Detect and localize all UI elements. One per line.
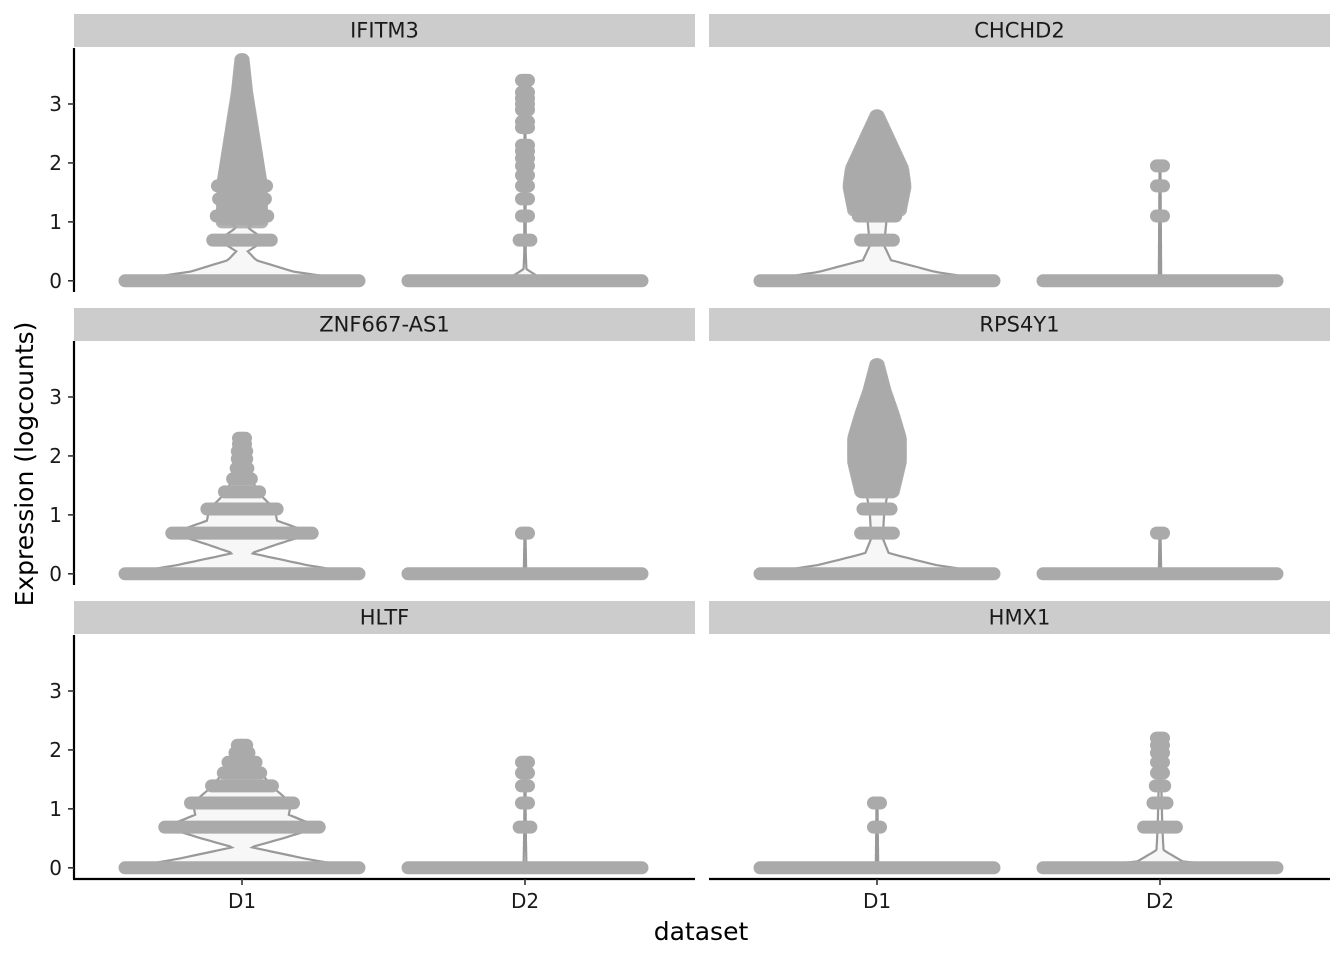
facet-strip: [709, 308, 1330, 341]
data-point: [235, 53, 249, 67]
facet-strip: [74, 601, 695, 634]
violin-d2: [401, 73, 649, 288]
x-axis-title: dataset: [654, 917, 749, 946]
panel-chchd2: CHCHD2: [709, 14, 1330, 288]
y-tick-label: 0: [49, 856, 62, 880]
data-point: [870, 796, 884, 810]
y-tick-label: 0: [49, 269, 62, 293]
panel-hmx1: HMX1 D1 D2: [709, 601, 1330, 913]
x-tick-label: D1: [863, 889, 891, 913]
violin-d1: [118, 738, 366, 875]
facet-strip: [74, 308, 695, 341]
violin-d2: [1036, 526, 1284, 581]
data-point: [518, 526, 532, 540]
y-tick-label: 3: [49, 679, 62, 703]
facet-strip: [709, 14, 1330, 47]
data-point: [870, 109, 884, 123]
data-point: [1153, 731, 1167, 745]
facet-strip-label: HMX1: [989, 606, 1051, 630]
data-point: [870, 358, 884, 372]
y-tick-label: 2: [49, 738, 62, 762]
violin-d1: [753, 796, 1001, 875]
violin-d2: [1036, 731, 1284, 875]
y-tick-label: 1: [49, 797, 62, 821]
facet-strip: [709, 601, 1330, 634]
facet-strip-label: IFITM3: [350, 19, 419, 43]
data-point: [518, 73, 532, 87]
data-point: [1153, 159, 1167, 173]
panel-ifitm3: IFITM3 0 1 2 3: [49, 14, 695, 293]
data-point: [518, 755, 532, 769]
violin-d2: [401, 526, 649, 581]
violin-d1: [753, 109, 1001, 288]
data-point: [235, 738, 249, 752]
y-tick-label: 0: [49, 562, 62, 586]
facet-strip-label: CHCHD2: [974, 19, 1064, 43]
y-tick-label: 3: [49, 385, 62, 409]
data-point: [1153, 526, 1167, 540]
y-tick-label: 2: [49, 444, 62, 468]
y-axis-title: Expression (logcounts): [10, 322, 39, 607]
violin-d2: [401, 755, 649, 875]
facet-strip-label: ZNF667-AS1: [319, 313, 449, 337]
x-tick-label: D2: [511, 889, 539, 913]
facet-strip: [74, 14, 695, 47]
panel-rps4y1: RPS4Y1: [709, 308, 1330, 581]
data-point: [235, 431, 249, 445]
y-tick-label: 1: [49, 210, 62, 234]
violin-d1: [118, 431, 366, 581]
y-tick-label: 1: [49, 503, 62, 527]
violin-shape: [759, 801, 995, 869]
panel-znf667-as1: ZNF667-AS1 0 1 2 3: [49, 308, 695, 586]
facet-strip-label: RPS4Y1: [979, 313, 1059, 337]
facet-strip-label: HLTF: [360, 606, 410, 630]
x-tick-label: D2: [1146, 889, 1174, 913]
violin-d2: [1036, 159, 1284, 288]
y-tick-label: 2: [49, 151, 62, 175]
violin-d1: [753, 358, 1001, 581]
panel-hltf: HLTF 0 1 2 3 D1 D2: [49, 601, 695, 913]
x-tick-label: D1: [228, 889, 256, 913]
violin-d1: [118, 53, 366, 288]
y-tick-label: 3: [49, 92, 62, 116]
